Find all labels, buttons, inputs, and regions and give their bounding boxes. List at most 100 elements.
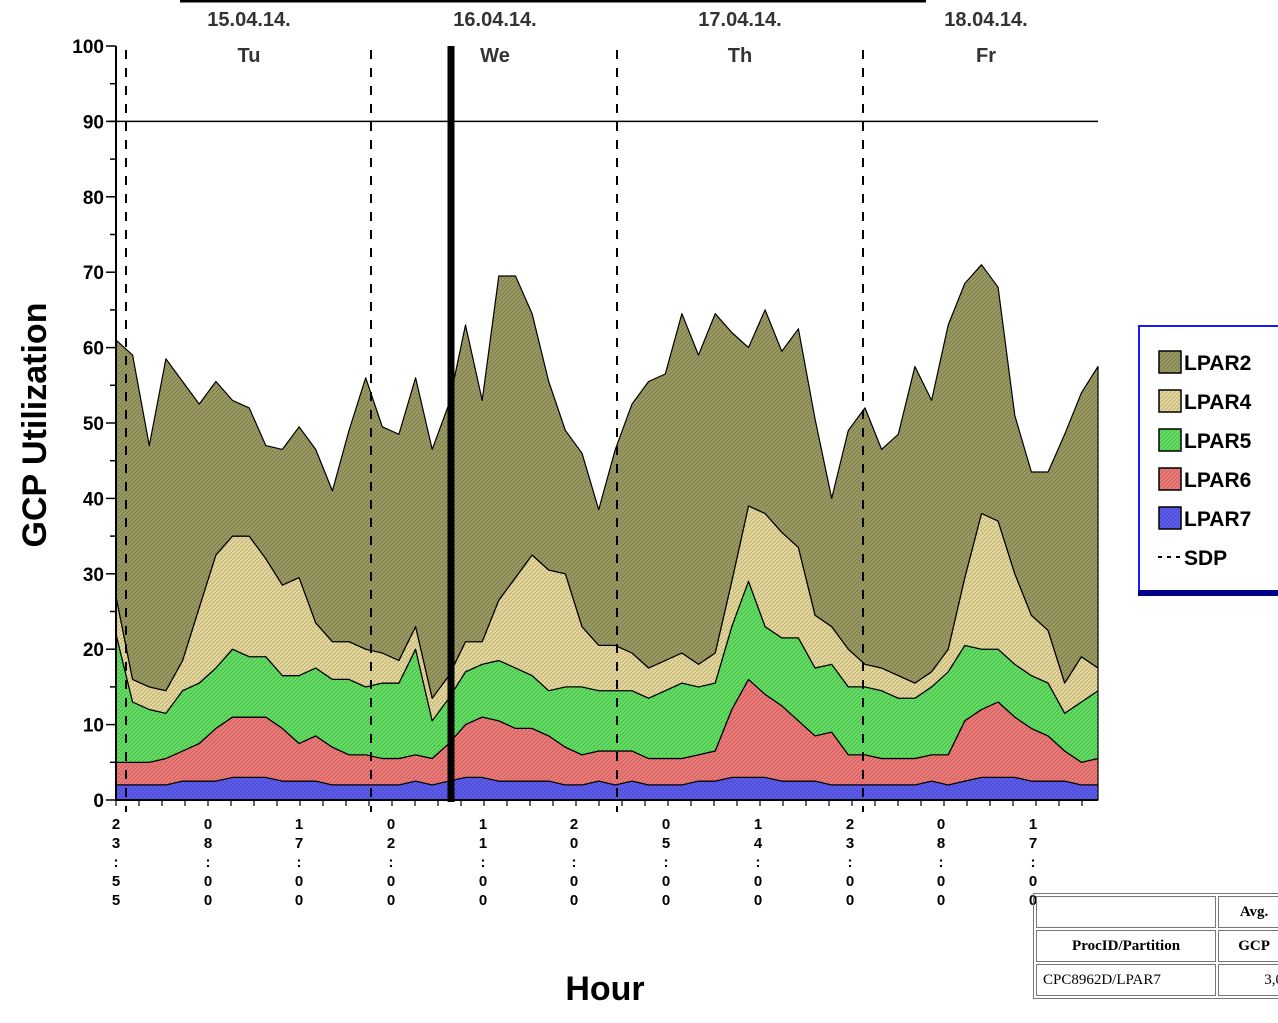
x-tick-label: : [114,854,119,871]
day-weekday-label: Tu [238,45,261,67]
x-tick-label: 7 [1029,835,1037,852]
x-axis-title: Hour [565,970,644,1008]
table-header-cell [1036,896,1217,928]
table-header-cell: ProcID/Partition [1036,930,1217,962]
day-date-label: 15.04.14. [207,9,290,31]
legend-swatch-hatch-lpar6 [1159,468,1181,490]
stats-table-container: Avg. ProcID/Partition GCP CPC8962D/LPAR7… [1033,893,1278,1023]
legend-label: LPAR4 [1184,391,1252,414]
y-tick-label: 0 [93,791,104,812]
y-tick-label: 50 [83,414,104,435]
legend-label: LPAR7 [1184,508,1251,531]
legend-swatch-hatch-lpar7 [1159,507,1181,529]
x-tick-label: 5 [112,892,120,909]
y-tick-label: 100 [72,37,104,58]
x-tick-label: : [206,854,211,871]
table-header-row: ProcID/Partition GCP [1036,930,1278,962]
x-tick-label: 0 [937,892,945,909]
x-tick-label: 0 [479,873,487,890]
legend-label: LPAR6 [1184,469,1251,492]
x-tick-label: : [389,854,394,871]
x-tick-label: 2 [387,835,395,852]
x-tick-label: 0 [846,873,854,890]
x-tick-label: 3 [846,835,854,852]
x-tick-label: 0 [387,873,395,890]
x-tick-label: 0 [662,816,670,833]
legend-swatch-hatch-lpar4 [1159,390,1181,412]
y-tick-label: 20 [83,640,104,661]
table-cell: CPC8962D/LPAR7 [1036,964,1217,996]
y-tick-label: 10 [83,716,104,737]
x-tick-label: 5 [112,873,120,890]
x-tick-label: 0 [204,892,212,909]
x-tick-label: : [1031,854,1036,871]
y-tick-label: 40 [83,489,104,510]
x-tick-label: 0 [570,892,578,909]
x-tick-label: 8 [937,835,945,852]
table-row: CPC8962D/LPAR7 3,0 [1036,964,1278,996]
x-tick-label: 2 [112,816,120,833]
legend-shadow [1138,590,1278,596]
x-tick-label: 0 [937,816,945,833]
x-tick-label: 5 [662,835,670,852]
legend-label: LPAR2 [1184,352,1251,375]
x-tick-label: : [848,854,853,871]
x-axis: 2 3: 5 5 0 8: 0 0 1 7: 0 0 0 2: 0 0 1 1: 0 0 2 0: 0 0 0 5: 0 0 1 4: 0 0… [112,799,1098,909]
x-tick-label: 0 [204,873,212,890]
x-tick-label: 0 [204,816,212,833]
x-tick-label: 1 [295,816,303,833]
x-tick-label: 0 [387,816,395,833]
legend-label: SDP [1184,547,1227,570]
x-tick-label: 2 [570,816,578,833]
day-date-label: 16.04.14. [453,9,536,31]
legend: LPAR2 LPAR4 LPAR5 LPAR6 LPAR7 SDP [1138,325,1278,595]
table-header-row: Avg. [1036,896,1278,928]
day-date-label: 17.04.14. [698,9,781,31]
x-tick-label: 0 [1029,873,1037,890]
day-date-label: 18.04.14. [944,9,1027,31]
y-axis: 0 10 20 30 40 50 60 70 80 90 100 [72,37,117,812]
day-divider-lines [108,46,1098,812]
y-axis-title: GCP Utilization [16,303,54,548]
day-weekday-label: Th [728,45,752,67]
x-tick-label: 0 [754,892,762,909]
x-tick-label: 0 [570,873,578,890]
legend-label: LPAR5 [1184,430,1252,453]
x-tick-label: 1 [479,816,487,833]
x-tick-label: : [756,854,761,871]
x-tick-label: 2 [846,816,854,833]
x-tick-label: : [297,854,302,871]
legend-items: LPAR2 LPAR4 LPAR5 LPAR6 LPAR7 SDP [1158,350,1252,570]
table-header-cell: GCP [1218,930,1278,962]
x-tick-label: : [664,854,669,871]
x-tick-label: 3 [112,835,120,852]
x-tick-label: 0 [570,835,578,852]
table-header-cell: Avg. [1218,896,1278,928]
x-tick-label: 0 [387,892,395,909]
x-tick-label: : [481,854,486,871]
x-tick-label: 1 [754,816,762,833]
x-tick-label: 0 [846,892,854,909]
x-tick-label: 0 [479,892,487,909]
x-tick-label: 0 [295,892,303,909]
y-tick-label: 70 [83,263,104,284]
x-tick-label: 0 [754,873,762,890]
day-header: 15.04.14. Tu 16.04.14. We 17.04.14. Th 18.04.1… [180,0,1028,67]
x-tick-label: : [572,854,577,871]
x-tick-label: 4 [754,835,763,852]
y-tick-label: 30 [83,565,104,586]
day-weekday-label: We [480,45,510,67]
x-tick-label: : [939,854,944,871]
stats-table: Avg. ProcID/Partition GCP CPC8962D/LPAR7… [1033,893,1278,999]
legend-swatch-hatch-lpar5 [1159,429,1181,451]
legend-swatch-hatch-lpar2 [1159,351,1181,373]
x-tick-label: 0 [662,892,670,909]
y-tick-label: 80 [83,188,104,209]
table-cell: 3,0 [1218,964,1278,996]
x-tick-label: 7 [295,835,303,852]
stacked-areas [115,264,1099,801]
x-tick-label: 0 [937,873,945,890]
x-tick-label: 1 [479,835,487,852]
y-tick-label: 90 [83,112,104,133]
